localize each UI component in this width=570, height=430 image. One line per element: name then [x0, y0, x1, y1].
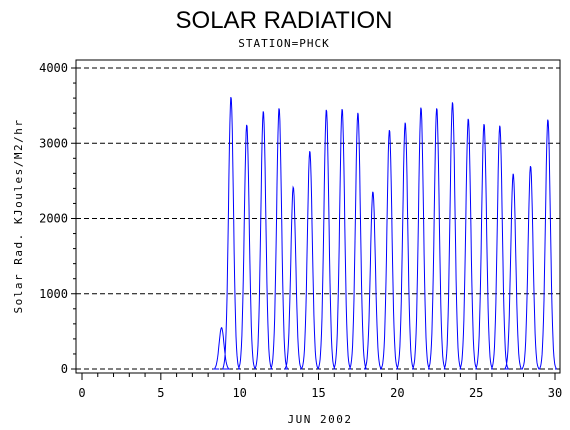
y-tick-label: 4000: [39, 61, 68, 75]
x-tick-label: 5: [157, 386, 164, 400]
x-tick-label: 0: [78, 386, 85, 400]
x-tick-label: 20: [390, 386, 404, 400]
plot-frame: [75, 59, 561, 374]
y-axis-ticks: 0 1000 2000 3000 4000: [39, 61, 76, 376]
x-tick-label: 30: [548, 386, 562, 400]
x-tick-label: 25: [469, 386, 483, 400]
chart-subtitle: STATION=PHCK: [238, 37, 329, 50]
y-tick-label: 2000: [39, 212, 68, 226]
data-series: [212, 96, 558, 370]
y-tick-label: 1000: [39, 287, 68, 301]
y-tick-label: 0: [61, 362, 68, 376]
y-axis-label: Solar Rad. KJoules/M2/hr: [12, 119, 25, 314]
x-tick-label: 15: [311, 386, 325, 400]
chart-title: SOLAR RADIATION: [176, 7, 393, 34]
x-axis-label: JUN 2002: [288, 413, 353, 426]
gridlines: [76, 67, 560, 370]
x-axis-ticks: 0 5 10 15 20 25 30: [78, 373, 562, 400]
series-line: [212, 97, 558, 370]
x-tick-label: 10: [232, 386, 246, 400]
y-tick-label: 3000: [39, 136, 68, 150]
